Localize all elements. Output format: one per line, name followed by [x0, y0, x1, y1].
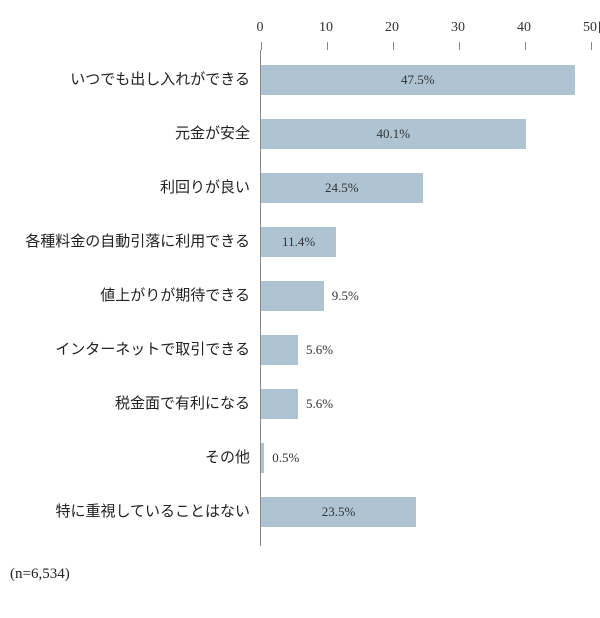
- category-label: 値上がりが期待できる: [0, 276, 250, 316]
- bar-row: 元金が安全 40.1%: [0, 114, 600, 154]
- x-tick-line: [459, 42, 460, 50]
- bar-row: 各種料金の自動引落に利用できる 11.4%: [0, 222, 600, 262]
- bar: [261, 443, 264, 473]
- category-label: 税金面で有利になる: [0, 384, 250, 424]
- bar: [261, 281, 324, 311]
- x-tick-line: [393, 42, 394, 50]
- x-tick-line: [591, 42, 592, 50]
- bar-row: いつでも出し入れができる 47.5%: [0, 60, 600, 100]
- value-label: 40.1%: [377, 114, 411, 154]
- value-label: 24.5%: [325, 168, 359, 208]
- value-label: 23.5%: [322, 492, 356, 532]
- bar-chart: 01020304050[%] (n=6,534) いつでも出し入れができる47.…: [0, 0, 600, 618]
- value-label: 11.4%: [282, 222, 315, 262]
- category-label: 特に重視していることはない: [0, 492, 250, 532]
- sample-size: (n=6,534): [10, 566, 70, 583]
- value-label: 47.5%: [401, 60, 435, 100]
- x-tick-label: 40: [517, 20, 531, 36]
- bar-row: 特に重視していることはない 23.5%: [0, 492, 600, 532]
- category-label: 元金が安全: [0, 114, 250, 154]
- category-label: いつでも出し入れができる: [0, 60, 250, 100]
- value-label: 5.6%: [306, 384, 333, 424]
- category-label: その他: [0, 438, 250, 478]
- bar-row: 税金面で有利になる 5.6%: [0, 384, 600, 424]
- x-tick-label: 0: [257, 20, 264, 36]
- value-label: 0.5%: [272, 438, 299, 478]
- x-tick-label: 30: [451, 20, 465, 36]
- bar-row: その他 0.5%: [0, 438, 600, 478]
- category-label: 利回りが良い: [0, 168, 250, 208]
- bar: [261, 335, 298, 365]
- bar-row: 値上がりが期待できる 9.5%: [0, 276, 600, 316]
- x-tick-line: [525, 42, 526, 50]
- x-axis: 01020304050[%]: [260, 20, 590, 50]
- x-tick-label: 20: [385, 20, 399, 36]
- bar-row: インターネットで取引できる 5.6%: [0, 330, 600, 370]
- value-label: 9.5%: [332, 276, 359, 316]
- bar-row: 利回りが良い 24.5%: [0, 168, 600, 208]
- value-label: 5.6%: [306, 330, 333, 370]
- bar: [261, 389, 298, 419]
- category-label: インターネットで取引できる: [0, 330, 250, 370]
- x-tick-line: [261, 42, 262, 50]
- x-tick-label: 50: [583, 20, 597, 36]
- x-tick-label: 10: [319, 20, 333, 36]
- category-label: 各種料金の自動引落に利用できる: [0, 222, 250, 262]
- x-tick-line: [327, 42, 328, 50]
